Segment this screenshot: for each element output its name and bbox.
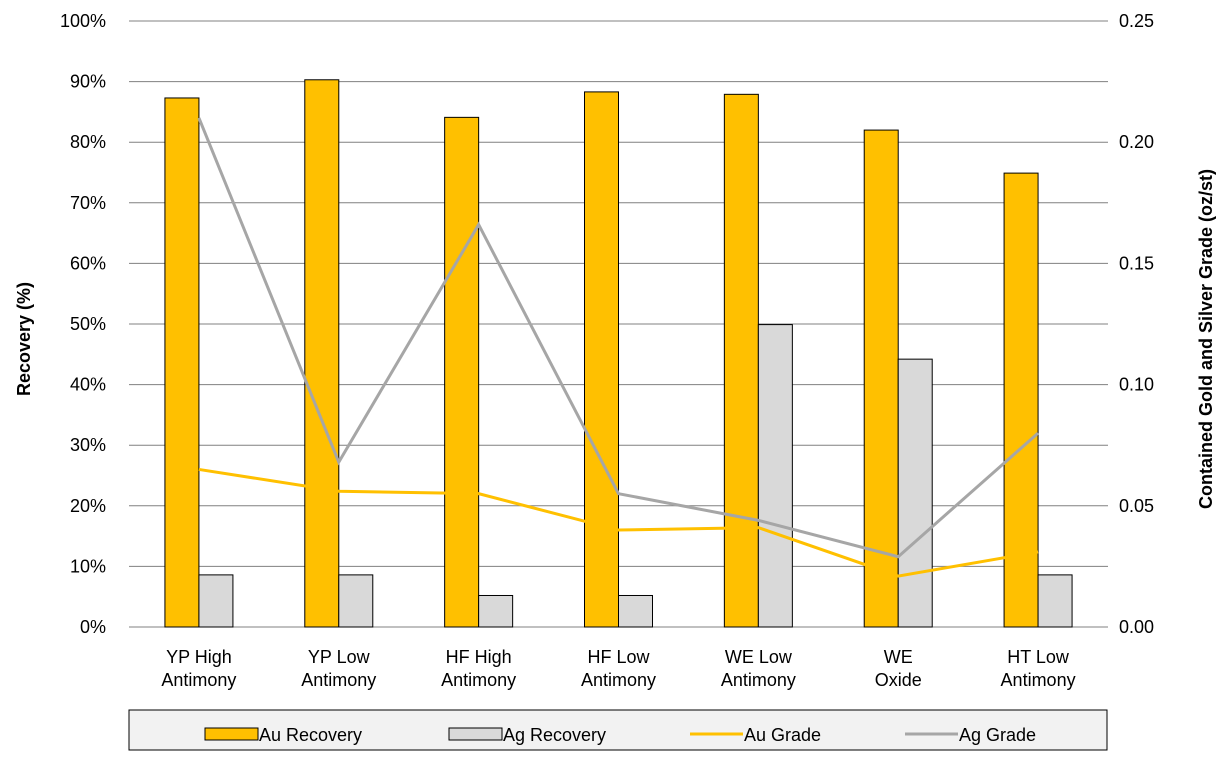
au-grade-line [198,467,1039,578]
right-tick-label: 0.25 [1119,11,1154,31]
category-label: HF Low Antimony [581,647,656,690]
category-labels: YP High Antimony YP Low Antimony HF High Anti… [161,647,1075,690]
au-recovery-bar [164,97,200,628]
legend-label: Au Recovery [259,725,362,745]
au-recovery-bar [584,91,619,628]
left-tick-label: 0% [80,617,106,637]
legend-swatch [204,727,259,741]
left-tick-label: 80% [70,132,106,152]
category-label: YP Low Antimony [301,647,376,690]
legend-label: Ag Grade [959,725,1036,745]
ag-recovery-bar [478,594,514,628]
legend-frame [128,709,1108,751]
bars-layer [164,79,1073,628]
legend-label: Ag Recovery [503,725,606,745]
au-recovery-bar [723,93,759,628]
left-tick-label: 40% [70,375,106,395]
left-tick-label: 90% [70,72,106,92]
ag-grade-line [197,117,1040,559]
category-label: HT Low Antimony [1001,647,1076,690]
right-tick-label: 0.10 [1119,375,1154,395]
right-axis-title: Contained Gold and Silver Grade (oz/st) [1196,169,1216,509]
right-tick-label: 0.00 [1119,617,1154,637]
ag-recovery-bar [1037,574,1073,628]
right-tick-label: 0.05 [1119,496,1154,516]
au-recovery-bar [1003,172,1039,628]
ag-recovery-bar [618,594,653,628]
left-axis-ticks: 0% 10% 20% 30% 40% 50% 60% 70% 80% 90% 100% [60,11,106,637]
legend: Au Recovery Ag Recovery Au Grade Ag Grade [128,709,1108,751]
left-tick-label: 50% [70,314,106,334]
left-axis-title: Recovery (%) [14,282,34,396]
category-label: WE Low Antimony [721,647,796,690]
ag-recovery-bar [198,574,234,628]
au-recovery-bar [304,79,340,628]
right-axis-ticks: 0.00 0.05 0.10 0.15 0.20 0.25 [1119,11,1154,637]
legend-swatch [448,727,503,741]
left-tick-label: 100% [60,11,106,31]
ag-recovery-bar [338,574,374,628]
left-tick-label: 70% [70,193,106,213]
category-label: WE Oxide [875,647,922,690]
left-tick-label: 20% [70,496,106,516]
legend-label: Au Grade [744,725,821,745]
right-tick-label: 0.15 [1119,253,1154,273]
au-recovery-bar [444,116,480,628]
left-tick-label: 60% [70,253,106,273]
au-recovery-bar [863,129,899,628]
left-tick-label: 30% [70,435,106,455]
category-label: YP High Antimony [161,647,236,690]
lines-layer [197,117,1040,578]
left-tick-label: 10% [70,556,106,576]
ag-recovery-bar [757,324,793,628]
category-label: HF High Antimony [441,647,516,690]
ag-recovery-bar [897,358,933,628]
right-tick-label: 0.20 [1119,132,1154,152]
